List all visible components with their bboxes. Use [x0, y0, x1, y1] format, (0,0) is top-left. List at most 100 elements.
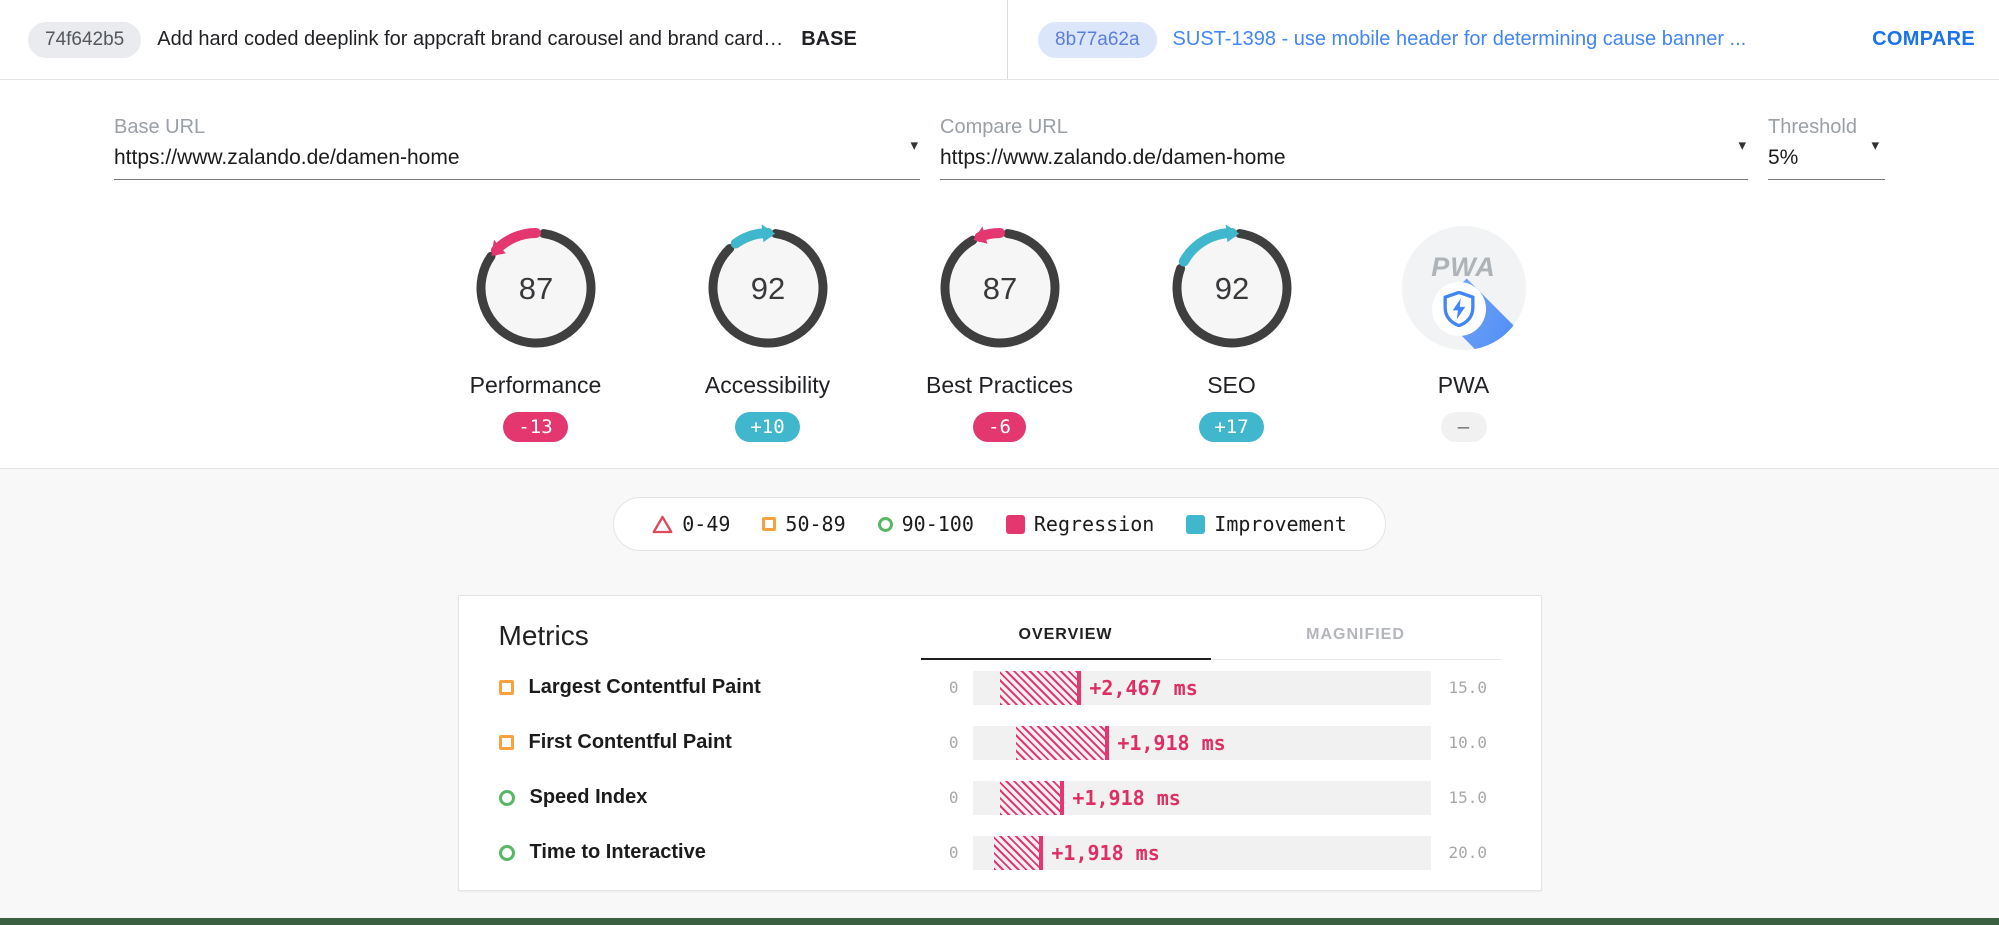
gauge-name-label: Performance — [469, 372, 602, 398]
url-form-row: Base URL https://www.zalando.de/damen-ho… — [0, 80, 1999, 180]
compare-commit-section: 8b77a62a SUST-1398 - use mobile header f… — [1008, 0, 1999, 79]
metrics-card: Metrics OVERVIEW MAGNIFIED Largest Conten… — [457, 595, 1542, 891]
metric-delta-endline — [1077, 670, 1082, 705]
legend-label: 90-100 — [901, 512, 974, 536]
square-outline-icon — [498, 735, 514, 750]
metric-delta-label: +1,918 ms — [1051, 840, 1160, 865]
metric-name-label: Largest Contentful Paint — [528, 676, 761, 698]
gauge-pwa: PWA PWA – — [1348, 226, 1580, 442]
metrics-rows: Largest Contentful Paint 0 +2,467 ms 15.0 Fi… — [498, 660, 1501, 880]
compare-commit-hash-badge[interactable]: 8b77a62a — [1038, 21, 1157, 58]
tab-magnified[interactable]: MAGNIFIED — [1306, 626, 1405, 643]
gauge-delta-badge: -6 — [973, 412, 1026, 442]
metric-axis-max: 10.0 — [1448, 733, 1488, 752]
svg-text:87: 87 — [982, 271, 1016, 306]
metric-name-label: Speed Index — [529, 786, 648, 808]
legend-label: Regression — [1033, 512, 1155, 536]
metric-delta-endline — [1060, 780, 1065, 815]
legend-item-regression: Regression — [1005, 512, 1155, 536]
metric-axis-max: 15.0 — [1448, 678, 1488, 697]
gauge-delta-badge: -13 — [503, 412, 568, 442]
gauge-delta-badge: – — [1440, 412, 1487, 442]
triangle-icon — [652, 515, 673, 533]
gauge-seo: 92 SEO +17 — [1116, 224, 1348, 442]
base-commit-hash-badge[interactable]: 74f642b5 — [28, 21, 142, 58]
gauge-name-label: SEO — [1207, 372, 1256, 398]
circle-outline-icon — [498, 789, 515, 806]
metric-delta-hatch — [1000, 780, 1061, 815]
metric-axis-min: 0 — [948, 678, 959, 697]
gauge-delta-badge: +10 — [735, 412, 800, 442]
svg-text:87: 87 — [518, 271, 552, 306]
compare-url-value[interactable]: https://www.zalando.de/damen-home — [940, 146, 1286, 169]
metric-row-speed-index: Speed Index 0 +1,918 ms 15.0 — [498, 770, 1501, 825]
pwa-shield-icon — [1431, 282, 1486, 336]
metrics-card-header: Metrics OVERVIEW MAGNIFIED — [499, 596, 1501, 660]
pwa-gauge-circle: PWA — [1401, 226, 1526, 350]
metric-row-time-to-interactive: Time to Interactive 0 +1,918 ms 20.0 — [498, 825, 1501, 880]
gauge-performance: 87 Performance -13 — [420, 226, 652, 442]
metric-delta-label: +1,918 ms — [1072, 785, 1181, 810]
metric-name-label: Time to Interactive — [529, 841, 706, 863]
square-fill-icon — [1186, 514, 1206, 534]
metric-delta-endline — [1039, 835, 1044, 870]
metrics-title: Metrics — [498, 620, 589, 651]
legend-label: 50-89 — [785, 512, 846, 536]
metric-row-first-contentful-paint: First Contentful Paint 0 +1,918 ms 10.0 — [498, 715, 1501, 770]
metric-delta-endline — [1105, 725, 1110, 760]
metric-axis-min: 0 — [948, 788, 959, 807]
base-url-dropdown-icon[interactable]: ▾ — [910, 137, 918, 154]
threshold-value[interactable]: 5% — [1768, 146, 1799, 169]
metric-axis-min: 0 — [948, 843, 959, 862]
gauge-accessibility: 92 Accessibility +10 — [652, 224, 884, 442]
gauge-name-label: PWA — [1437, 372, 1490, 398]
gauge-name-label: Accessibility — [704, 372, 831, 398]
gauge-best-practices: 87 Best Practices -6 — [884, 226, 1116, 442]
base-commit-section: 74f642b5 Add hard coded deeplink for app… — [0, 0, 1008, 79]
gauge-row: 87 Performance -13 92 Accessibility +10 87 Best… — [0, 224, 1999, 442]
threshold-dropdown-icon[interactable]: ▾ — [1871, 137, 1879, 154]
gauge-name-label: Best Practices — [926, 372, 1073, 398]
metric-delta-label: +1,918 ms — [1117, 730, 1226, 755]
tab-overview[interactable]: OVERVIEW — [920, 596, 1211, 660]
base-role-label: BASE — [801, 28, 857, 50]
metric-diff-bar[interactable]: +1,918 ms — [972, 835, 1431, 870]
compare-url-field[interactable]: Compare URL https://www.zalando.de/damen… — [940, 116, 1748, 180]
circle-outline-icon — [498, 844, 515, 861]
threshold-label: Threshold — [1768, 116, 1857, 138]
legend-item-0-49: 0-49 — [652, 512, 730, 536]
base-url-label: Base URL — [114, 116, 206, 138]
pwa-logo-text: PWA — [1431, 252, 1496, 282]
metrics-tabs: OVERVIEW MAGNIFIED — [920, 596, 1501, 660]
base-url-value[interactable]: https://www.zalando.de/damen-home — [114, 146, 460, 169]
gauge-delta-badge: +17 — [1199, 412, 1264, 442]
legend-item-improvement: Improvement — [1186, 512, 1347, 536]
base-url-field[interactable]: Base URL https://www.zalando.de/damen-ho… — [114, 116, 920, 180]
legend-item-90-100: 90-100 — [877, 512, 974, 536]
metric-delta-hatch — [1016, 725, 1106, 760]
metric-diff-bar[interactable]: +1,918 ms — [972, 780, 1431, 815]
metric-name-label: First Contentful Paint — [528, 731, 732, 753]
legend: 0-49 50-89 90-100 Regression Improvement — [613, 497, 1386, 551]
threshold-field[interactable]: Threshold 5% ▾ — [1768, 116, 1885, 180]
metric-row-largest-contentful-paint: Largest Contentful Paint 0 +2,467 ms 15.0 — [498, 660, 1501, 715]
results-panel: Base URL https://www.zalando.de/damen-ho… — [0, 80, 1999, 469]
svg-text:92: 92 — [750, 271, 784, 306]
metric-diff-bar[interactable]: +2,467 ms — [972, 670, 1431, 705]
metric-diff-bar[interactable]: +1,918 ms — [972, 725, 1431, 760]
square-fill-icon — [1005, 514, 1025, 534]
footer-strip — [0, 918, 1999, 925]
metric-delta-hatch — [1000, 670, 1078, 705]
compare-url-dropdown-icon[interactable]: ▾ — [1738, 137, 1746, 154]
legend-label: Improvement — [1214, 512, 1347, 536]
square-outline-icon — [762, 517, 777, 531]
compare-role-label: COMPARE — [1872, 28, 1975, 50]
compare-url-label: Compare URL — [940, 116, 1068, 138]
compare-commit-message[interactable]: SUST-1398 - use mobile header for determ… — [1172, 28, 1747, 50]
legend-item-50-89: 50-89 — [762, 512, 846, 536]
commit-topbar: 74f642b5 Add hard coded deeplink for app… — [0, 0, 1999, 80]
square-outline-icon — [498, 680, 514, 695]
metric-delta-hatch — [993, 835, 1040, 870]
lower-section: 0-49 50-89 90-100 Regression Improvement Met… — [0, 469, 1999, 891]
metric-axis-min: 0 — [948, 733, 959, 752]
